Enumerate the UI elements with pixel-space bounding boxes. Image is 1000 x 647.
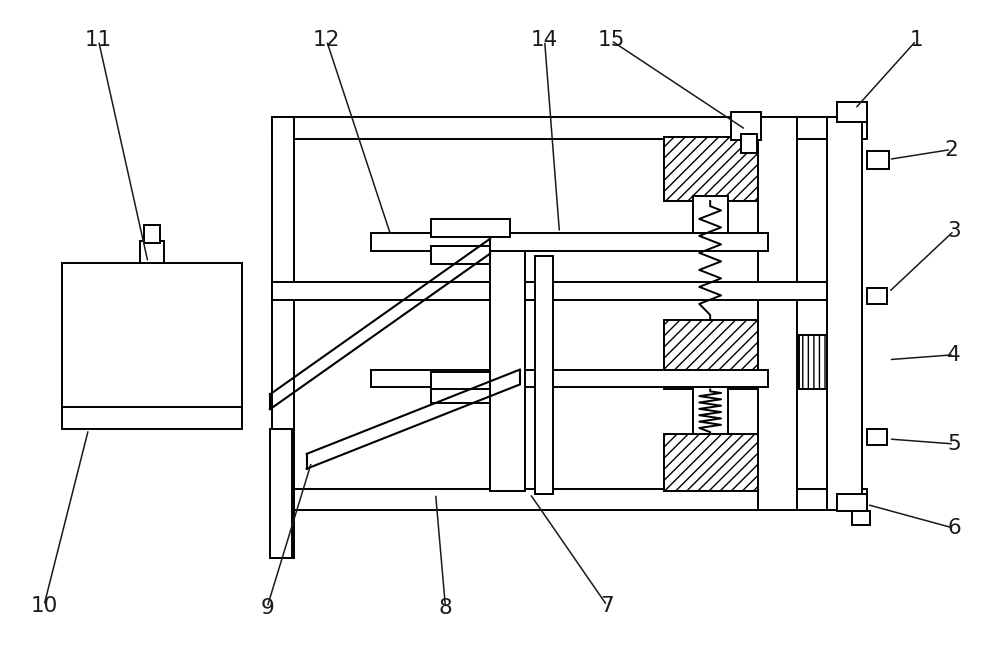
Text: 15: 15 bbox=[597, 30, 625, 50]
Text: 7: 7 bbox=[600, 595, 614, 615]
Bar bbox=[272, 488, 867, 510]
Text: 9: 9 bbox=[260, 598, 274, 617]
Text: 14: 14 bbox=[531, 30, 558, 50]
Bar bbox=[62, 263, 242, 429]
Bar bbox=[867, 151, 889, 170]
Text: 1: 1 bbox=[910, 30, 923, 50]
Text: 3: 3 bbox=[947, 221, 961, 241]
Text: 8: 8 bbox=[439, 598, 452, 617]
Text: 12: 12 bbox=[313, 30, 340, 50]
Bar bbox=[431, 246, 490, 263]
Bar bbox=[144, 225, 160, 243]
Text: 5: 5 bbox=[947, 434, 961, 454]
Text: 6: 6 bbox=[947, 518, 961, 538]
Text: 2: 2 bbox=[944, 140, 958, 160]
Bar bbox=[140, 241, 164, 263]
Text: 10: 10 bbox=[30, 595, 58, 615]
Bar bbox=[693, 380, 728, 434]
Text: 4: 4 bbox=[947, 345, 961, 365]
Bar bbox=[758, 117, 797, 510]
Bar bbox=[664, 137, 758, 201]
Bar bbox=[431, 386, 510, 403]
Bar bbox=[270, 429, 292, 558]
Bar bbox=[693, 196, 728, 246]
Bar bbox=[867, 429, 887, 445]
Bar bbox=[664, 320, 758, 389]
Bar bbox=[731, 112, 761, 140]
Bar bbox=[431, 371, 490, 389]
Bar bbox=[852, 511, 870, 525]
Bar bbox=[664, 434, 758, 490]
Bar bbox=[867, 289, 887, 304]
Bar bbox=[272, 117, 294, 558]
Bar bbox=[741, 134, 757, 153]
Bar bbox=[827, 117, 862, 510]
Text: 11: 11 bbox=[85, 30, 112, 50]
Bar bbox=[272, 117, 867, 138]
Bar bbox=[535, 256, 553, 494]
Bar bbox=[431, 219, 510, 237]
Bar bbox=[272, 282, 827, 300]
Bar bbox=[371, 233, 768, 250]
Bar bbox=[490, 250, 525, 490]
Bar bbox=[837, 102, 867, 122]
Bar bbox=[371, 369, 768, 388]
Bar bbox=[837, 494, 867, 511]
Bar bbox=[799, 335, 827, 389]
